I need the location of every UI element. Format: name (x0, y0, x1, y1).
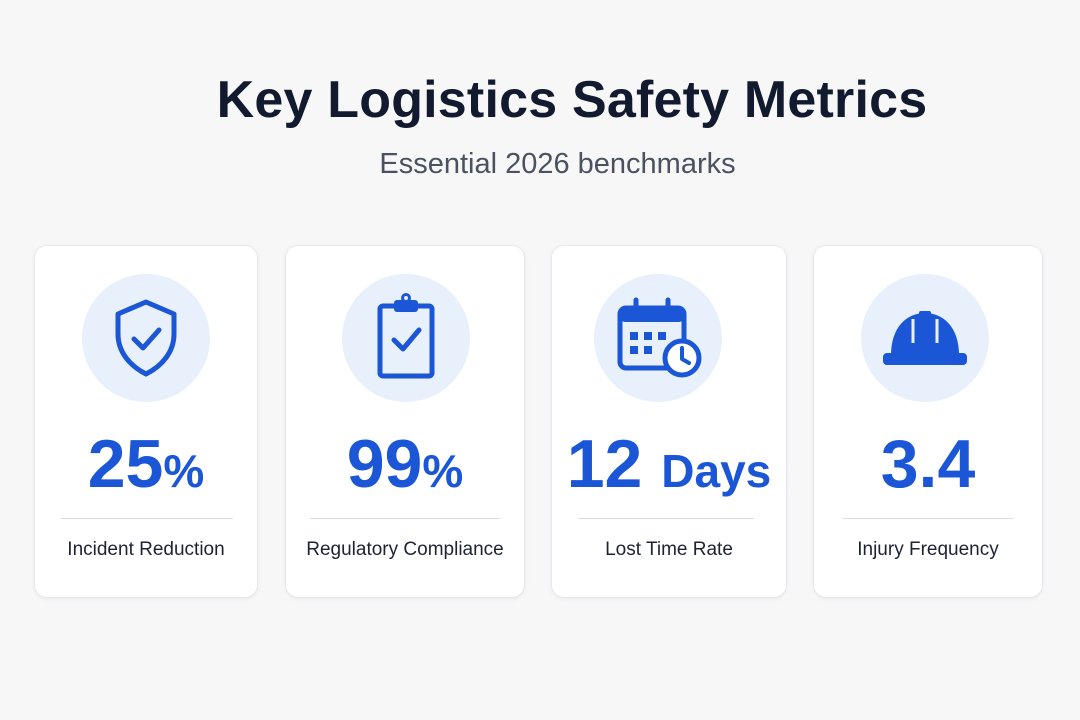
metric-value: 3.4 (880, 426, 976, 502)
divider (310, 518, 500, 519)
hard-hat-icon (861, 274, 989, 402)
metric-card-incident-reduction: 25% Incident Reduction (35, 246, 257, 597)
clipboard-check-icon (342, 274, 470, 402)
shield-check-icon (82, 274, 210, 402)
metric-card-regulatory-compliance: 99% Regulatory Compliance (286, 246, 524, 597)
page-subtitle: Essential 2026 benchmarks (379, 148, 736, 180)
divider (61, 518, 233, 519)
metric-value: 25% (87, 426, 205, 502)
metric-unit: % (163, 445, 205, 497)
metric-card-lost-time-rate: 12 Days Lost Time Rate (552, 246, 786, 597)
divider (578, 518, 754, 519)
page-title: Key Logistics Safety Metrics (216, 71, 928, 129)
metric-value: 99% (346, 426, 464, 502)
calendar-clock-icon (594, 274, 722, 402)
metric-label: Lost Time Rate (605, 539, 733, 560)
metric-label: Incident Reduction (67, 539, 225, 560)
metric-value: 12 Days (566, 426, 772, 502)
metric-unit: % (422, 445, 464, 497)
divider (843, 518, 1013, 519)
metric-label: Injury Frequency (857, 539, 999, 560)
metric-unit: Days (661, 445, 772, 497)
metric-card-injury-frequency: 3.4 Injury Frequency (814, 246, 1042, 597)
metric-label: Regulatory Compliance (306, 539, 504, 560)
